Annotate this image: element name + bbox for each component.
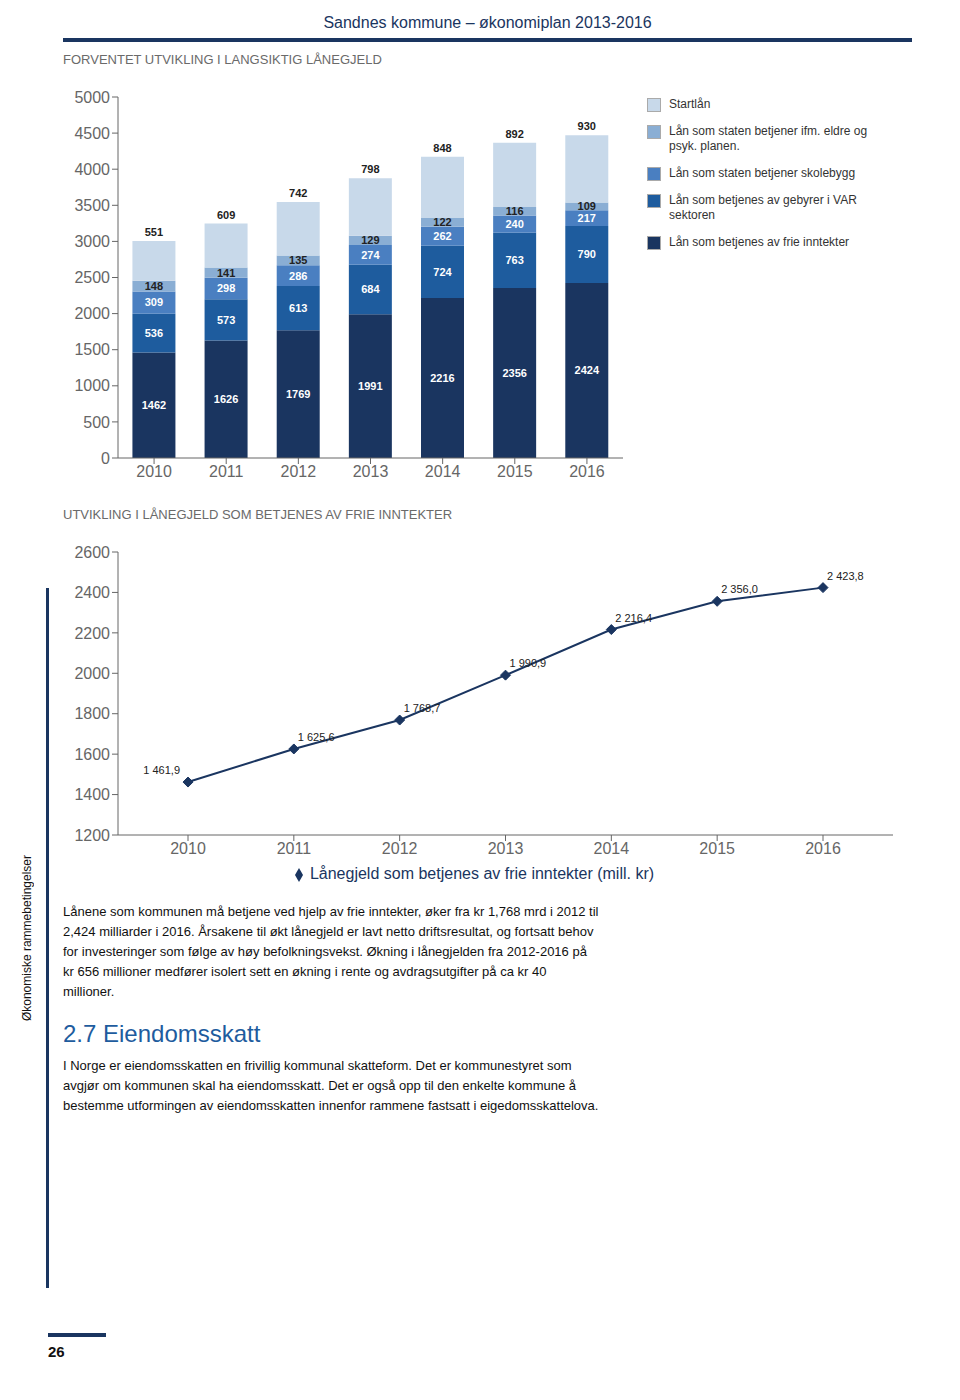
svg-text:3000: 3000 (74, 233, 110, 250)
svg-text:116: 116 (506, 205, 524, 217)
svg-text:742: 742 (289, 187, 307, 199)
html-text:Startlån: Startlån (669, 97, 711, 111)
svg-text:1400: 1400 (74, 786, 110, 803)
svg-text:2356: 2356 (502, 367, 526, 379)
svg-text:1000: 1000 (74, 377, 110, 394)
svg-text:1800: 1800 (74, 705, 110, 722)
html-text:FORVENTET UTVIKLING I LANGSIKT: FORVENTET UTVIKLING I LANGSIKTIG LÅNEGJE… (63, 52, 382, 67)
svg-text:2010: 2010 (170, 840, 206, 857)
svg-text:613: 613 (289, 302, 307, 314)
svg-text:2500: 2500 (74, 269, 110, 286)
svg-text:2011: 2011 (277, 840, 312, 857)
svg-text:2013: 2013 (353, 463, 389, 480)
svg-text:2000: 2000 (74, 665, 110, 682)
html-text:Sandnes kommune – økonomiplan: Sandnes kommune – økonomiplan 2013-2016 (323, 14, 652, 31)
svg-text:724: 724 (433, 266, 452, 278)
svg-text:2015: 2015 (699, 840, 735, 857)
svg-text:798: 798 (361, 163, 379, 175)
svg-text:286: 286 (289, 270, 307, 282)
svg-text:609: 609 (217, 209, 235, 221)
svg-text:500: 500 (83, 414, 110, 431)
svg-text:4500: 4500 (74, 125, 110, 142)
svg-text:2 423,8: 2 423,8 (827, 570, 864, 582)
svg-text:2010: 2010 (136, 463, 172, 480)
svg-text:2012: 2012 (281, 463, 317, 480)
svg-text:298: 298 (217, 282, 235, 294)
svg-text:240: 240 (505, 218, 523, 230)
svg-text:0: 0 (101, 450, 110, 467)
svg-text:1769: 1769 (286, 388, 310, 400)
svg-text:5000: 5000 (74, 89, 110, 106)
svg-text:551: 551 (145, 226, 163, 238)
svg-text:141: 141 (217, 267, 235, 279)
svg-text:2400: 2400 (74, 584, 110, 601)
svg-text:1991: 1991 (358, 380, 382, 392)
svg-text:763: 763 (505, 254, 523, 266)
svg-text:2216: 2216 (430, 372, 454, 384)
svg-text:1 768,7: 1 768,7 (404, 702, 441, 714)
html-text:Lån som staten betjener ifm. e: Lån som staten betjener ifm. eldre og ps… (669, 124, 868, 153)
svg-text:2424: 2424 (575, 364, 600, 376)
svg-text:2200: 2200 (74, 625, 110, 642)
svg-text:309: 309 (145, 296, 163, 308)
svg-text:2011: 2011 (209, 463, 244, 480)
svg-text:892: 892 (505, 128, 523, 140)
html-text:Lån som betjenes av frie innte: Lån som betjenes av frie inntekter (669, 235, 850, 249)
html-text:UTVIKLING I LÅNEGJELD SOM BETJ: UTVIKLING I LÅNEGJELD SOM BETJENES AV FR… (63, 507, 453, 522)
svg-text:684: 684 (361, 283, 380, 295)
html-text:Lån som betjenes av gebyrer i: Lån som betjenes av gebyrer i VAR sektor… (669, 193, 857, 222)
svg-text:2016: 2016 (569, 463, 605, 480)
svg-text:3500: 3500 (74, 197, 110, 214)
svg-text:109: 109 (578, 200, 596, 212)
html-text:Økonomiske rammebetingelser: Økonomiske rammebetingelser (20, 855, 34, 1021)
svg-text:2 216,4: 2 216,4 (615, 612, 652, 624)
svg-text:1 990,9: 1 990,9 (510, 657, 547, 669)
svg-text:2013: 2013 (488, 840, 524, 857)
svg-text:1 461,9: 1 461,9 (143, 764, 180, 776)
svg-text:930: 930 (578, 120, 596, 132)
svg-text:1500: 1500 (74, 341, 110, 358)
svg-text:129: 129 (361, 234, 379, 246)
html-text:2.7 Eiendomsskatt: 2.7 Eiendomsskatt (63, 1020, 261, 1047)
svg-text:2600: 2600 (74, 544, 110, 561)
svg-text:2 356,0: 2 356,0 (721, 583, 758, 595)
svg-text:122: 122 (433, 216, 451, 228)
svg-text:148: 148 (145, 280, 163, 292)
html-text:26: 26 (48, 1343, 65, 1360)
svg-text:4000: 4000 (74, 161, 110, 178)
svg-text:2016: 2016 (805, 840, 841, 857)
svg-text:262: 262 (433, 230, 451, 242)
svg-text:1 625,6: 1 625,6 (298, 731, 335, 743)
svg-text:2015: 2015 (497, 463, 533, 480)
svg-text:790: 790 (578, 248, 596, 260)
svg-text:1200: 1200 (74, 827, 110, 844)
svg-text:1462: 1462 (142, 399, 166, 411)
svg-text:274: 274 (361, 249, 380, 261)
html-text:Lån som staten betjener skoleb: Lån som staten betjener skolebygg (669, 166, 856, 180)
svg-text:1626: 1626 (214, 393, 238, 405)
svg-text:848: 848 (433, 142, 451, 154)
svg-text:2014: 2014 (594, 840, 630, 857)
svg-text:2000: 2000 (74, 305, 110, 322)
svg-text:217: 217 (578, 212, 596, 224)
svg-text:536: 536 (145, 327, 163, 339)
svg-text:2014: 2014 (425, 463, 461, 480)
html-text:Lånegjeld som betjenes av frie: Lånegjeld som betjenes av frie inntekter… (309, 865, 655, 882)
svg-text:573: 573 (217, 314, 235, 326)
svg-text:135: 135 (289, 254, 307, 266)
html-text:Lånene som kommunen må betjene: Lånene som kommunen må betjene ved hjelp… (63, 904, 599, 999)
svg-text:1600: 1600 (74, 746, 110, 763)
svg-text:2012: 2012 (382, 840, 418, 857)
html-text:I Norge er eiendomsskatten en: I Norge er eiendomsskatten en frivillig … (63, 1058, 599, 1113)
